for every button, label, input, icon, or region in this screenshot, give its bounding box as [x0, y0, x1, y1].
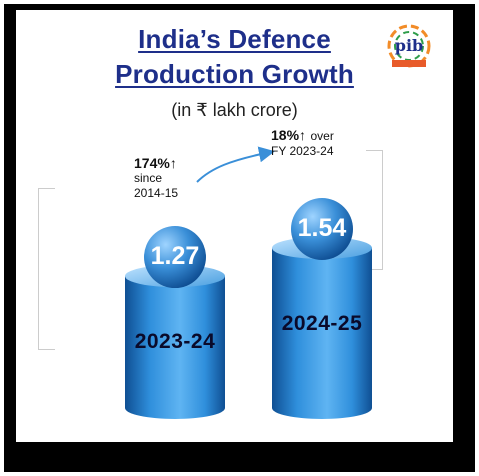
up-arrow-icon: ↑ [169, 155, 177, 171]
growth-arrow-icon [196, 146, 275, 183]
bar-cylinder-body [272, 248, 372, 419]
chart-svg [125, 146, 372, 419]
chart-title-line1: India’s Defence [138, 24, 331, 54]
bar-category-label: 2023-24 [134, 330, 216, 353]
annotation-over: 18%↑ over FY 2023-24 [271, 128, 334, 159]
bar-cylinder-body [125, 276, 225, 419]
pib-logo-icon: pib [387, 24, 431, 68]
up-arrow-icon: ↑ [299, 127, 307, 143]
annotation-line2: 2014-15 [134, 186, 179, 200]
chart-bars [125, 198, 372, 419]
right-bracket [366, 150, 383, 270]
chart-title-line2: Production Growth [115, 59, 354, 89]
bar-value-label: 1.54 [297, 214, 347, 242]
annotation-suffix: over [310, 129, 334, 143]
value-sphere [291, 198, 353, 260]
annotation-line1: since [134, 171, 163, 185]
value-sphere [144, 226, 206, 289]
left-bracket [38, 188, 55, 350]
chart-subtitle: (in ₹ lakh crore) [171, 100, 298, 120]
annotation-since: 174%↑ since 2014-15 [134, 156, 178, 201]
annotation-pct: 18% [271, 127, 300, 143]
annotation-pct: 174% [134, 155, 170, 171]
logo-text: pib [395, 36, 423, 55]
bar-value-label: 1.27 [150, 242, 200, 271]
infographic-card: India’s Defence Production Growth (in ₹ … [16, 10, 453, 442]
annotation-line2: FY 2023-24 [271, 144, 334, 158]
bar-category-label: 2024-25 [281, 312, 363, 335]
